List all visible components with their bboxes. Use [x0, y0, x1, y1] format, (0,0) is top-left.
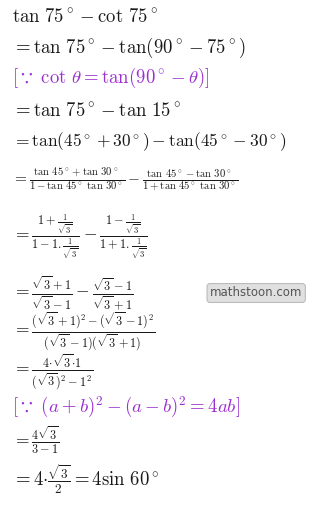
Text: $[\because\ (a+b)^2 - (a-b)^2 = 4ab]$: $[\because\ (a+b)^2 - (a-b)^2 = 4ab]$ — [12, 394, 240, 420]
Text: $= \mathrm{tan}\ 75^\circ - \mathrm{tan}(90^\circ - 75^\circ)$: $= \mathrm{tan}\ 75^\circ - \mathrm{tan}… — [12, 36, 246, 60]
Text: $= \mathrm{tan}(45^\circ + 30^\circ) - \mathrm{tan}(45^\circ - 30^\circ)$: $= \mathrm{tan}(45^\circ + 30^\circ) - \… — [12, 131, 286, 153]
Text: $= \frac{1 + \frac{1}{\sqrt{3}}}{1 - 1.\frac{1}{\sqrt{3}}} - \frac{1 - \frac{1}{: $= \frac{1 + \frac{1}{\sqrt{3}}}{1 - 1.\… — [12, 213, 148, 262]
Text: mathstoon.com: mathstoon.com — [210, 286, 303, 300]
Text: $= \frac{\mathrm{tan}\ 45^\circ + \mathrm{tan}\ 30^\circ}{1 - \mathrm{tan}\ 45^\: $= \frac{\mathrm{tan}\ 45^\circ + \mathr… — [12, 166, 239, 194]
Text: $= 4 {\cdot} \frac{\sqrt{3}}{2} = 4\mathrm{sin}\ 60^\circ$: $= 4 {\cdot} \frac{\sqrt{3}}{2} = 4\math… — [12, 463, 160, 497]
Text: $\mathrm{tan}\ 75^\circ - \mathrm{cot}\ 75^\circ$: $\mathrm{tan}\ 75^\circ - \mathrm{cot}\ … — [12, 8, 158, 26]
Text: $= \frac{4\sqrt{3}}{3-1}$: $= \frac{4\sqrt{3}}{3-1}$ — [12, 424, 60, 456]
Text: $= \frac{\sqrt{3}+1}{\sqrt{3}-1} - \frac{\sqrt{3}-1}{\sqrt{3}+1}$: $= \frac{\sqrt{3}+1}{\sqrt{3}-1} - \frac… — [12, 274, 133, 312]
Text: $[\because\ \mathrm{cot}\ \theta = \mathrm{tan}(90^\circ - \theta)]$: $[\because\ \mathrm{cot}\ \theta = \math… — [12, 66, 210, 90]
Text: $= \mathrm{tan}\ 75^\circ - \mathrm{tan}\ 15^\circ$: $= \mathrm{tan}\ 75^\circ - \mathrm{tan}… — [12, 100, 181, 119]
Text: $= \frac{4{\cdot}\sqrt{3}{\cdot}1}{(\sqrt{3})^2-1^2}$: $= \frac{4{\cdot}\sqrt{3}{\cdot}1}{(\sqr… — [12, 352, 93, 392]
Text: $= \frac{(\sqrt{3}+1)^2-(\sqrt{3}-1)^2}{(\sqrt{3}-1)(\sqrt{3}+1)}$: $= \frac{(\sqrt{3}+1)^2-(\sqrt{3}-1)^2}{… — [12, 311, 155, 353]
